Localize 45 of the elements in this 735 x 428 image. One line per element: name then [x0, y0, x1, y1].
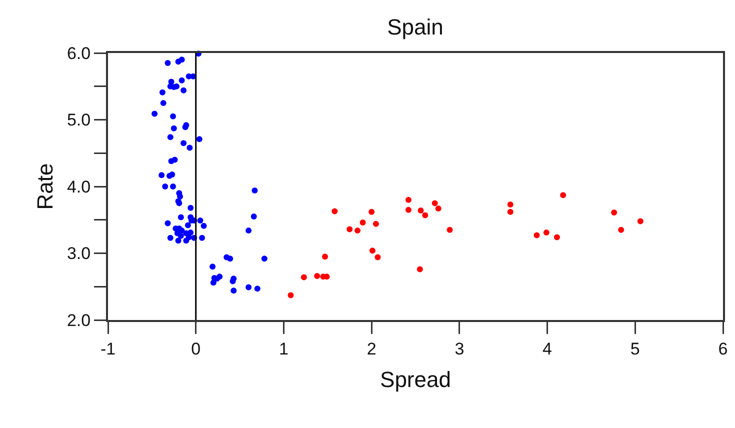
point — [534, 232, 540, 238]
y-axis-title: Rate — [32, 163, 58, 210]
point — [637, 218, 644, 224]
point — [322, 254, 328, 260]
point — [560, 192, 566, 198]
point — [418, 208, 424, 214]
point — [368, 208, 375, 215]
x-tick-label: 1 — [278, 339, 288, 358]
y-tick-label: 2.0 — [66, 310, 91, 330]
point — [618, 226, 624, 233]
point — [543, 230, 550, 236]
x-tick-label: 6 — [718, 339, 728, 358]
point — [332, 208, 338, 214]
point — [300, 274, 307, 280]
point — [374, 254, 381, 260]
point — [369, 248, 376, 254]
y-tick-label: 3.0 — [66, 244, 91, 264]
y-tick-label: 6.0 — [66, 44, 91, 63]
point — [372, 220, 379, 227]
x-tick-label: 2 — [366, 339, 376, 358]
point — [507, 208, 514, 215]
point — [554, 234, 560, 240]
point — [435, 206, 442, 212]
point — [354, 228, 361, 234]
point — [346, 226, 353, 232]
x-axis-title: Spread — [380, 366, 451, 392]
chart-title: Spain — [387, 14, 444, 40]
x-tick-label: 4 — [542, 339, 552, 358]
x-tick-label: 0 — [191, 339, 201, 358]
point — [360, 220, 366, 226]
x-tick-label: -1 — [100, 339, 116, 358]
point — [288, 292, 294, 298]
point — [446, 226, 453, 233]
point — [507, 202, 514, 208]
point — [405, 206, 412, 213]
x-tick-label: 3 — [454, 339, 464, 358]
x-tick-label: 5 — [630, 339, 640, 358]
point — [432, 200, 438, 206]
point — [611, 210, 618, 216]
point — [314, 272, 320, 279]
point — [422, 212, 428, 218]
point — [405, 196, 412, 203]
point — [416, 266, 423, 272]
y-tick-label: 5.0 — [66, 110, 91, 130]
y-tick-label: 4.0 — [66, 177, 91, 196]
